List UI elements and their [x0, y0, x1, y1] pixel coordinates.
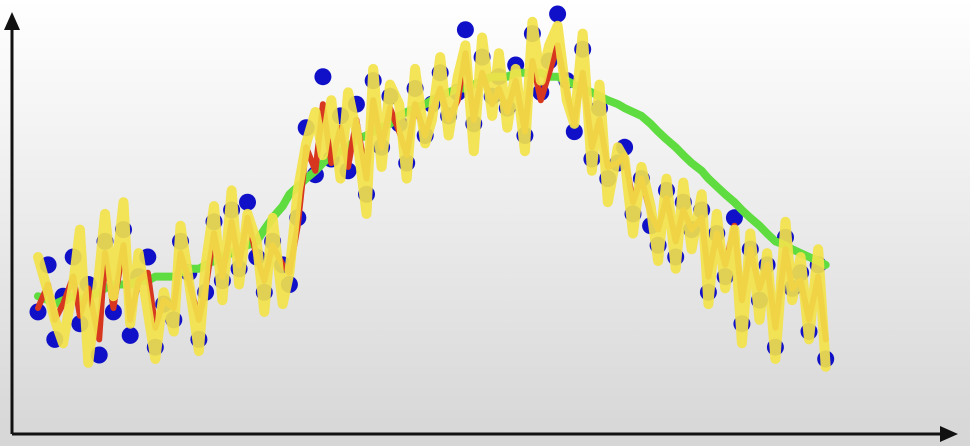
- data-point: [565, 123, 583, 141]
- data-point: [456, 21, 474, 39]
- x-axis-arrow-icon: [940, 426, 958, 442]
- data-point: [104, 303, 122, 321]
- data-point: [90, 346, 108, 364]
- series-layer: [29, 5, 835, 372]
- data-point: [725, 209, 743, 227]
- data-point: [29, 303, 47, 321]
- data-point: [549, 5, 567, 23]
- data-point: [121, 326, 139, 344]
- data-point: [239, 193, 256, 211]
- y-axis-arrow-icon: [4, 12, 20, 30]
- data-point: [314, 68, 332, 86]
- overfit-line: [33, 16, 831, 372]
- axes: [4, 12, 958, 442]
